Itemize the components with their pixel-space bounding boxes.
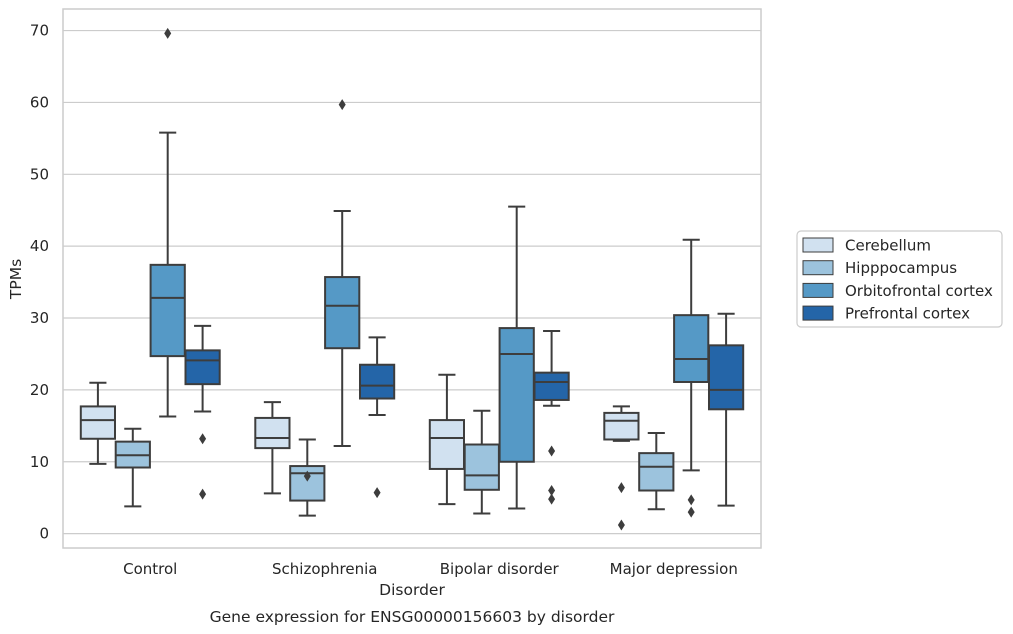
box	[498, 327, 535, 463]
outlier-point	[687, 506, 695, 518]
chart-caption: Gene expression for ENSG00000156603 by d…	[210, 608, 615, 626]
box	[358, 363, 396, 400]
box-plot-marks	[79, 27, 745, 531]
box	[673, 314, 710, 383]
legend-frame	[796, 230, 1003, 328]
outlier-point	[303, 470, 311, 482]
x-tick-label: Major depression	[610, 560, 738, 578]
outlier-point	[617, 519, 625, 531]
box	[79, 405, 117, 440]
y-tick-label: 10	[30, 453, 49, 471]
box	[428, 419, 466, 470]
y-tick-label: 50	[30, 165, 49, 183]
legend-swatch	[802, 305, 834, 321]
x-tick-label: Control	[123, 560, 177, 578]
plot-frame	[62, 8, 762, 549]
x-tick-label: Bipolar disorder	[440, 560, 560, 578]
box	[463, 443, 500, 491]
legend-entry-label: Prefrontal cortex	[845, 305, 970, 323]
box	[638, 452, 675, 492]
y-tick-label: 20	[30, 381, 49, 399]
y-tick-label: 0	[39, 525, 49, 543]
y-axis-ticks: 0 10 20 30 40 50 60 70	[30, 22, 49, 543]
box	[184, 349, 221, 386]
outlier-point	[199, 488, 207, 500]
y-axis-label: TPMs	[7, 259, 25, 300]
legend-swatch	[802, 260, 834, 276]
legend: Cerebellum Hipppocampus Orbitofrontal cort…	[796, 230, 1003, 328]
legend-entry-label: Hipppocampus	[845, 259, 957, 277]
outlier-point	[199, 433, 207, 445]
box	[707, 344, 745, 411]
legend-entry-label: Cerebellum	[845, 237, 931, 255]
outlier-point	[548, 445, 556, 457]
x-tick-label: Schizophrenia	[272, 560, 377, 578]
x-axis-label: Disorder	[379, 581, 445, 599]
legend-swatch	[802, 237, 834, 253]
box	[324, 276, 361, 350]
outlier-point	[548, 485, 556, 497]
outlier-point	[338, 99, 346, 111]
outlier-point	[164, 27, 172, 39]
box	[533, 371, 570, 401]
legend-entry-label: Orbitofrontal cortex	[845, 282, 993, 300]
y-tick-label: 70	[30, 22, 49, 40]
outlier-point	[617, 482, 625, 494]
legend-swatch	[802, 282, 834, 298]
box	[603, 411, 640, 441]
y-tick-label: 30	[30, 309, 49, 327]
box	[254, 416, 291, 450]
box	[289, 465, 326, 502]
box	[149, 263, 186, 358]
outlier-point	[373, 487, 381, 499]
outlier-point	[548, 493, 556, 505]
y-tick-label: 40	[30, 237, 49, 255]
outlier-point	[687, 494, 695, 506]
y-tick-label: 60	[30, 93, 49, 111]
x-axis-ticks: Control Schizophrenia Bipolar disorder Majo…	[123, 560, 738, 578]
